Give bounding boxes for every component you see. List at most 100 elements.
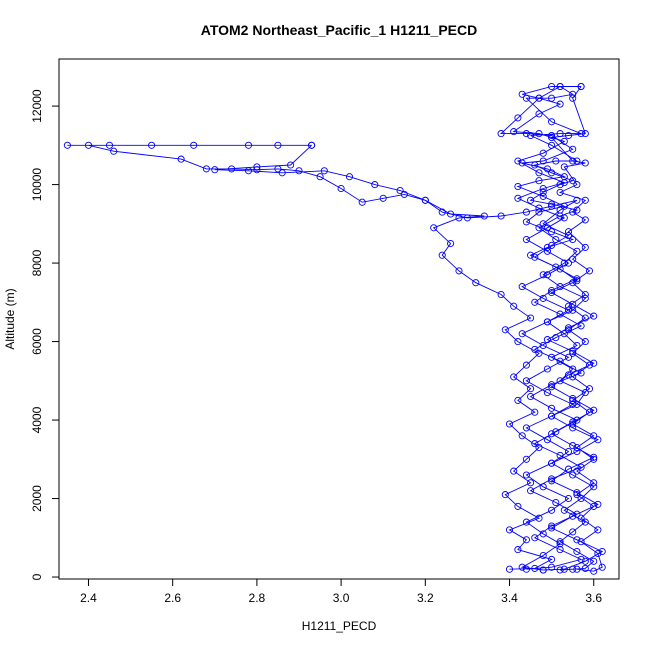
data-point — [320, 167, 328, 175]
data-point — [590, 359, 598, 367]
data-point — [535, 169, 543, 177]
data-point — [573, 247, 581, 255]
data-point — [594, 436, 602, 444]
data-point — [447, 210, 455, 218]
data-point — [535, 110, 543, 118]
data-point — [564, 494, 573, 503]
data-point — [564, 353, 573, 361]
data-point — [535, 130, 543, 138]
data-point — [253, 163, 261, 171]
data-point — [577, 82, 585, 91]
data-point — [522, 218, 530, 226]
data-point — [569, 420, 577, 428]
data-point — [548, 200, 556, 208]
data-point — [556, 357, 564, 365]
data-point — [463, 214, 471, 222]
data-point — [543, 247, 551, 255]
data-point — [548, 404, 556, 412]
data-point — [569, 442, 577, 450]
data-point — [569, 208, 577, 216]
data-point — [581, 196, 589, 204]
data-point — [295, 167, 303, 175]
data-point — [560, 214, 568, 222]
data-point — [573, 510, 581, 518]
data-point — [539, 341, 547, 350]
data-point — [539, 192, 547, 200]
data-point — [177, 155, 185, 163]
data-point — [543, 336, 551, 344]
data-point — [548, 383, 556, 391]
y-tick-label: 4000 — [30, 406, 44, 433]
data-point — [573, 416, 581, 424]
data-point — [543, 389, 551, 397]
data-point — [514, 157, 522, 165]
data-point — [594, 526, 602, 534]
data-point — [569, 300, 577, 308]
data-point — [527, 196, 535, 204]
data-point — [522, 424, 530, 432]
data-point — [527, 131, 535, 140]
data-point — [581, 338, 589, 346]
data-point — [569, 528, 577, 536]
x-axis: 2.4 2.6 2.8 3.0 3.2 3.4 3.6 — [80, 578, 602, 605]
data-point — [569, 145, 577, 153]
data-point — [598, 563, 606, 571]
data-point — [569, 94, 577, 102]
data-point — [573, 341, 581, 350]
data-point — [581, 159, 589, 167]
data-point — [569, 255, 577, 263]
data-point — [514, 338, 522, 346]
data-point — [522, 455, 530, 463]
data-point — [531, 440, 539, 448]
data-point — [548, 241, 556, 249]
data-point — [514, 396, 522, 404]
data-point — [539, 294, 547, 302]
data-point — [211, 166, 219, 174]
data-point — [480, 212, 488, 220]
series-line — [67, 144, 553, 570]
data-point — [548, 459, 556, 467]
data-point — [556, 206, 564, 214]
data-point — [581, 216, 589, 224]
data-point — [539, 483, 547, 491]
y-tick-label: 10000 — [30, 168, 44, 202]
data-point — [527, 479, 535, 487]
data-point — [522, 361, 530, 369]
data-point — [531, 298, 539, 306]
data-point — [539, 566, 547, 574]
data-point — [345, 173, 354, 181]
data-point — [581, 130, 589, 138]
data-point — [573, 565, 581, 573]
data-point — [148, 141, 156, 149]
data-point — [585, 361, 594, 369]
data-point — [548, 506, 556, 514]
data-point — [560, 565, 568, 573]
data-point — [556, 310, 564, 318]
data-point — [573, 443, 581, 452]
data-point — [564, 232, 573, 240]
data-point — [585, 267, 594, 275]
data-point — [594, 500, 602, 508]
data-point — [573, 467, 581, 475]
x-tick-label: 2.8 — [249, 591, 266, 605]
data-point — [244, 141, 253, 149]
data-point — [518, 90, 526, 98]
data-point — [573, 277, 581, 285]
data-point — [569, 396, 577, 404]
series-3 — [63, 141, 556, 573]
data-point — [510, 128, 518, 136]
data-point — [501, 491, 509, 499]
data-point — [63, 141, 71, 149]
data-point — [514, 546, 522, 554]
data-point — [447, 239, 455, 248]
data-point — [497, 212, 505, 220]
data-point — [569, 512, 577, 520]
data-point — [535, 204, 543, 212]
data-point — [518, 283, 526, 291]
data-point — [539, 530, 547, 538]
data-point — [548, 228, 556, 236]
data-point — [316, 173, 324, 181]
data-point — [105, 141, 114, 149]
data-point — [548, 286, 556, 295]
data-point — [539, 551, 547, 560]
